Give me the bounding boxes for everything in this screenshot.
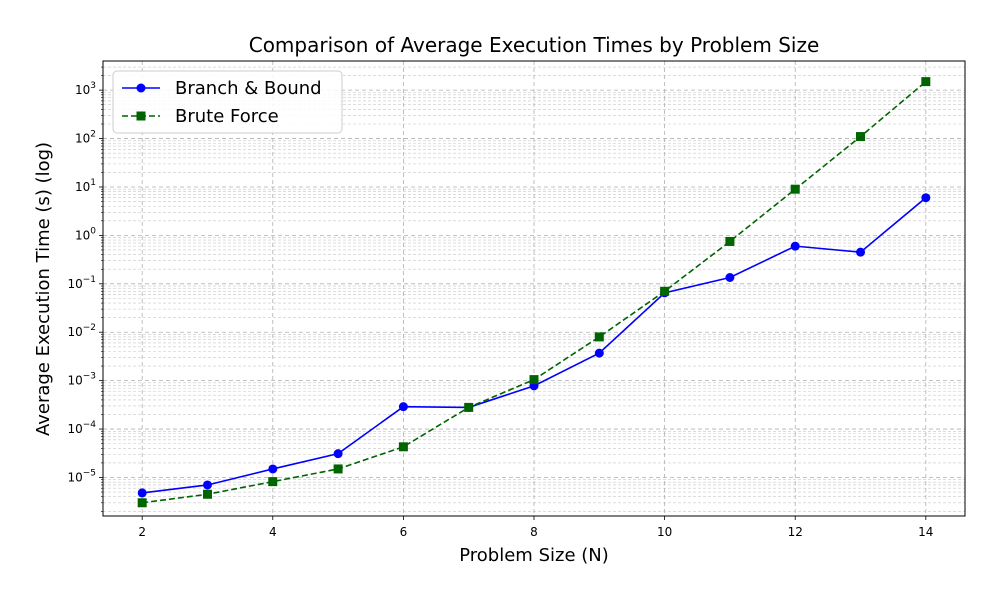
x-tick-label: 10 [657, 525, 672, 539]
data-point-branch-bound [268, 464, 278, 474]
x-tick-label: 4 [269, 525, 277, 539]
data-point-branch-bound [202, 480, 212, 490]
legend-label-brute-force: Brute Force [175, 106, 279, 127]
y-tick-label: 10−5 [67, 468, 96, 484]
x-axis-title: Problem Size (N) [459, 545, 609, 566]
data-point-branch-bound [856, 247, 866, 257]
legend-marker-branch-bound [136, 83, 146, 93]
chart-title: Comparison of Average Execution Times by… [249, 33, 820, 57]
data-point-brute-force [921, 77, 931, 87]
y-tick-label: 10−3 [67, 372, 96, 388]
data-point-branch-bound [725, 272, 735, 282]
data-point-brute-force [137, 498, 147, 508]
data-point-brute-force [660, 286, 670, 296]
y-tick-label: 100 [75, 226, 96, 242]
legend: Branch & Bound Brute Force [112, 70, 343, 134]
x-tick-label: 2 [138, 525, 146, 539]
legend-label-branch-bound: Branch & Bound [175, 78, 322, 99]
data-point-branch-bound [594, 348, 604, 358]
data-point-branch-bound [137, 488, 147, 498]
y-tick-label: 10−1 [67, 275, 96, 291]
data-point-branch-bound [790, 241, 800, 251]
data-point-branch-bound [921, 193, 931, 203]
legend-marker-brute-force [136, 111, 146, 121]
legend-frame [112, 70, 343, 134]
data-point-brute-force [398, 442, 408, 452]
data-point-brute-force [594, 332, 604, 342]
data-point-brute-force [725, 236, 735, 246]
data-point-brute-force [464, 402, 474, 412]
data-point-brute-force [790, 184, 800, 194]
data-point-branch-bound [333, 449, 343, 459]
y-tick-label: 103 [75, 81, 96, 97]
data-point-brute-force [529, 375, 539, 385]
data-point-brute-force [856, 132, 866, 142]
data-point-branch-bound [398, 402, 408, 412]
y-tick-label: 102 [75, 130, 96, 146]
data-point-brute-force [268, 477, 278, 487]
x-tick-label: 8 [530, 525, 538, 539]
x-tick-label: 14 [918, 525, 933, 539]
y-tick-label: 101 [75, 178, 96, 194]
ticks-layer: 10−5 10−4 10−3 10−2 10−1 100 101 102 103 2 4 6 8 10 12… [67, 66, 933, 539]
y-tick-label: 10−4 [67, 420, 96, 436]
y-axis-title: Average Execution Time (s) (log) [33, 142, 54, 436]
x-tick-label: 12 [788, 525, 803, 539]
series-layer [137, 77, 931, 508]
y-tick-label: 10−2 [67, 323, 96, 339]
x-tick-label: 6 [400, 525, 408, 539]
data-point-brute-force [333, 464, 343, 474]
data-point-brute-force [202, 489, 212, 499]
